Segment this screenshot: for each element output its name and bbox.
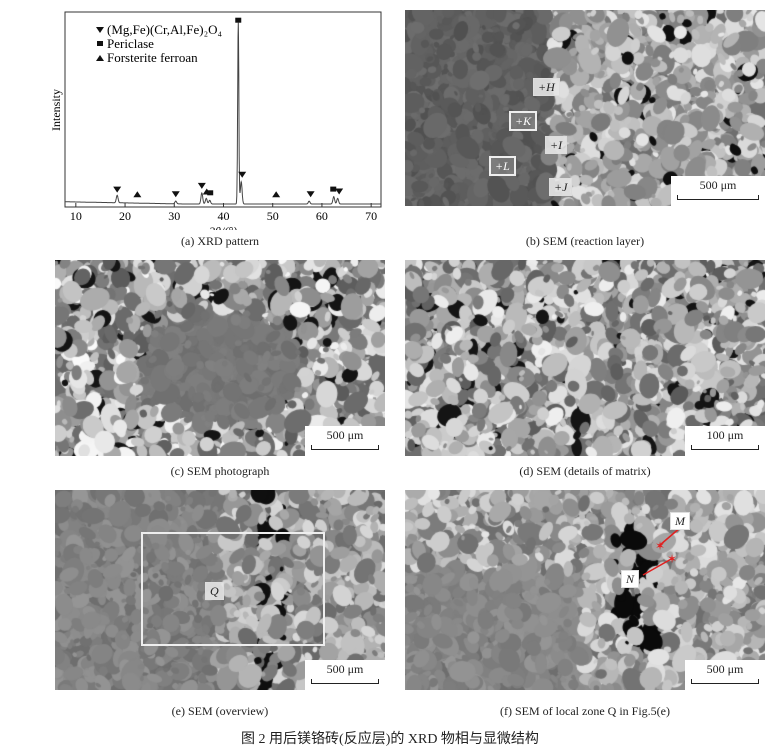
label-m: M [670, 512, 690, 530]
legend-symbol [96, 55, 104, 61]
peak-marker-down-triangle [306, 191, 315, 198]
svg-text:✶: ✶ [655, 539, 665, 553]
legend-label: Periclase [107, 36, 154, 51]
zone-q-box [141, 532, 325, 646]
sem-texture [405, 490, 765, 690]
legend-label: (Mg,Fe)(Cr,Al,Fe)₂O₄ [107, 22, 223, 37]
scale-bar: 500 μm [671, 176, 765, 206]
scale-bar: 100 μm [685, 426, 765, 456]
y-axis-label: Intensity [49, 89, 63, 131]
peak-marker-down-triangle [171, 191, 180, 198]
scale-text: 500 μm [326, 662, 364, 676]
peak-marker-up-triangle [272, 191, 281, 198]
label-q: Q [205, 582, 224, 600]
peak-marker-square [235, 17, 242, 23]
scale-bar: 500 μm [685, 660, 765, 690]
peak-marker-down-triangle [113, 186, 122, 193]
scale-text: 500 μm [699, 178, 737, 192]
xrd-chart: 10 20 30 40 50 60 70 2θ/(°) Intensity (Mg,Fe)(Cr,… [49, 11, 382, 230]
label-l: +L [489, 156, 516, 176]
x-tick-label: 40 [217, 209, 229, 223]
legend-symbol [97, 41, 103, 46]
label-k: +K [509, 111, 538, 131]
x-tick-label: 10 [70, 209, 82, 223]
x-tick-label: 70 [365, 209, 377, 223]
peak-marker-down-triangle [335, 188, 344, 195]
sem-matrix-image: 100 μm [405, 260, 765, 456]
peak-marker-down-triangle [197, 182, 206, 189]
x-axis-label: 2θ/(°) [209, 224, 237, 230]
sem-photograph-image: 500 μm [55, 260, 385, 456]
peak-marker-square [330, 186, 337, 192]
peak-marker-down-triangle [238, 171, 247, 178]
label-j: +J [549, 178, 573, 196]
legend-label: Forsterite ferroan [107, 50, 198, 65]
x-tick-label: 50 [267, 209, 279, 223]
scale-text: 500 μm [706, 662, 744, 676]
sem-local-zone-image: ✶ ✶ M N 500 μm [405, 490, 765, 690]
scale-text: 500 μm [326, 428, 364, 442]
svg-text:✶: ✶ [667, 552, 677, 566]
x-tick-label: 30 [168, 209, 180, 223]
caption-e: (e) SEM (overview) [171, 704, 269, 718]
caption-d: (d) SEM (details of matrix) [519, 464, 651, 478]
caption-c: (c) SEM photograph [170, 464, 270, 478]
annotation-arrows: ✶ ✶ [642, 526, 682, 576]
scale-bar: 500 μm [305, 660, 385, 690]
sem-reaction-layer-image: +H +K +I +L +J 500 μm [405, 10, 765, 206]
sem-texture [405, 260, 765, 456]
scale-text: 100 μm [706, 428, 744, 442]
label-h: +H [533, 78, 560, 96]
label-n: N [621, 570, 640, 588]
x-tick-label: 60 [316, 209, 328, 223]
peak-marker-square [207, 190, 214, 196]
caption-b: (b) SEM (reaction layer) [525, 234, 645, 248]
x-tick-label: 20 [119, 209, 131, 223]
figure-caption: 图 2 用后镁铬砖(反应层)的 XRD 物相与显微结构 [241, 732, 539, 747]
sem-texture [405, 10, 765, 206]
legend-symbol [96, 27, 104, 33]
sem-texture [55, 260, 385, 456]
scale-bar: 500 μm [305, 426, 385, 456]
caption-a: (a) XRD pattern [181, 234, 259, 248]
label-i: +I [545, 136, 568, 154]
peak-marker-up-triangle [133, 191, 142, 198]
caption-f: (f) SEM of local zone Q in Fig.5(e) [500, 704, 670, 718]
sem-overview-image: Q 500 μm [55, 490, 385, 690]
